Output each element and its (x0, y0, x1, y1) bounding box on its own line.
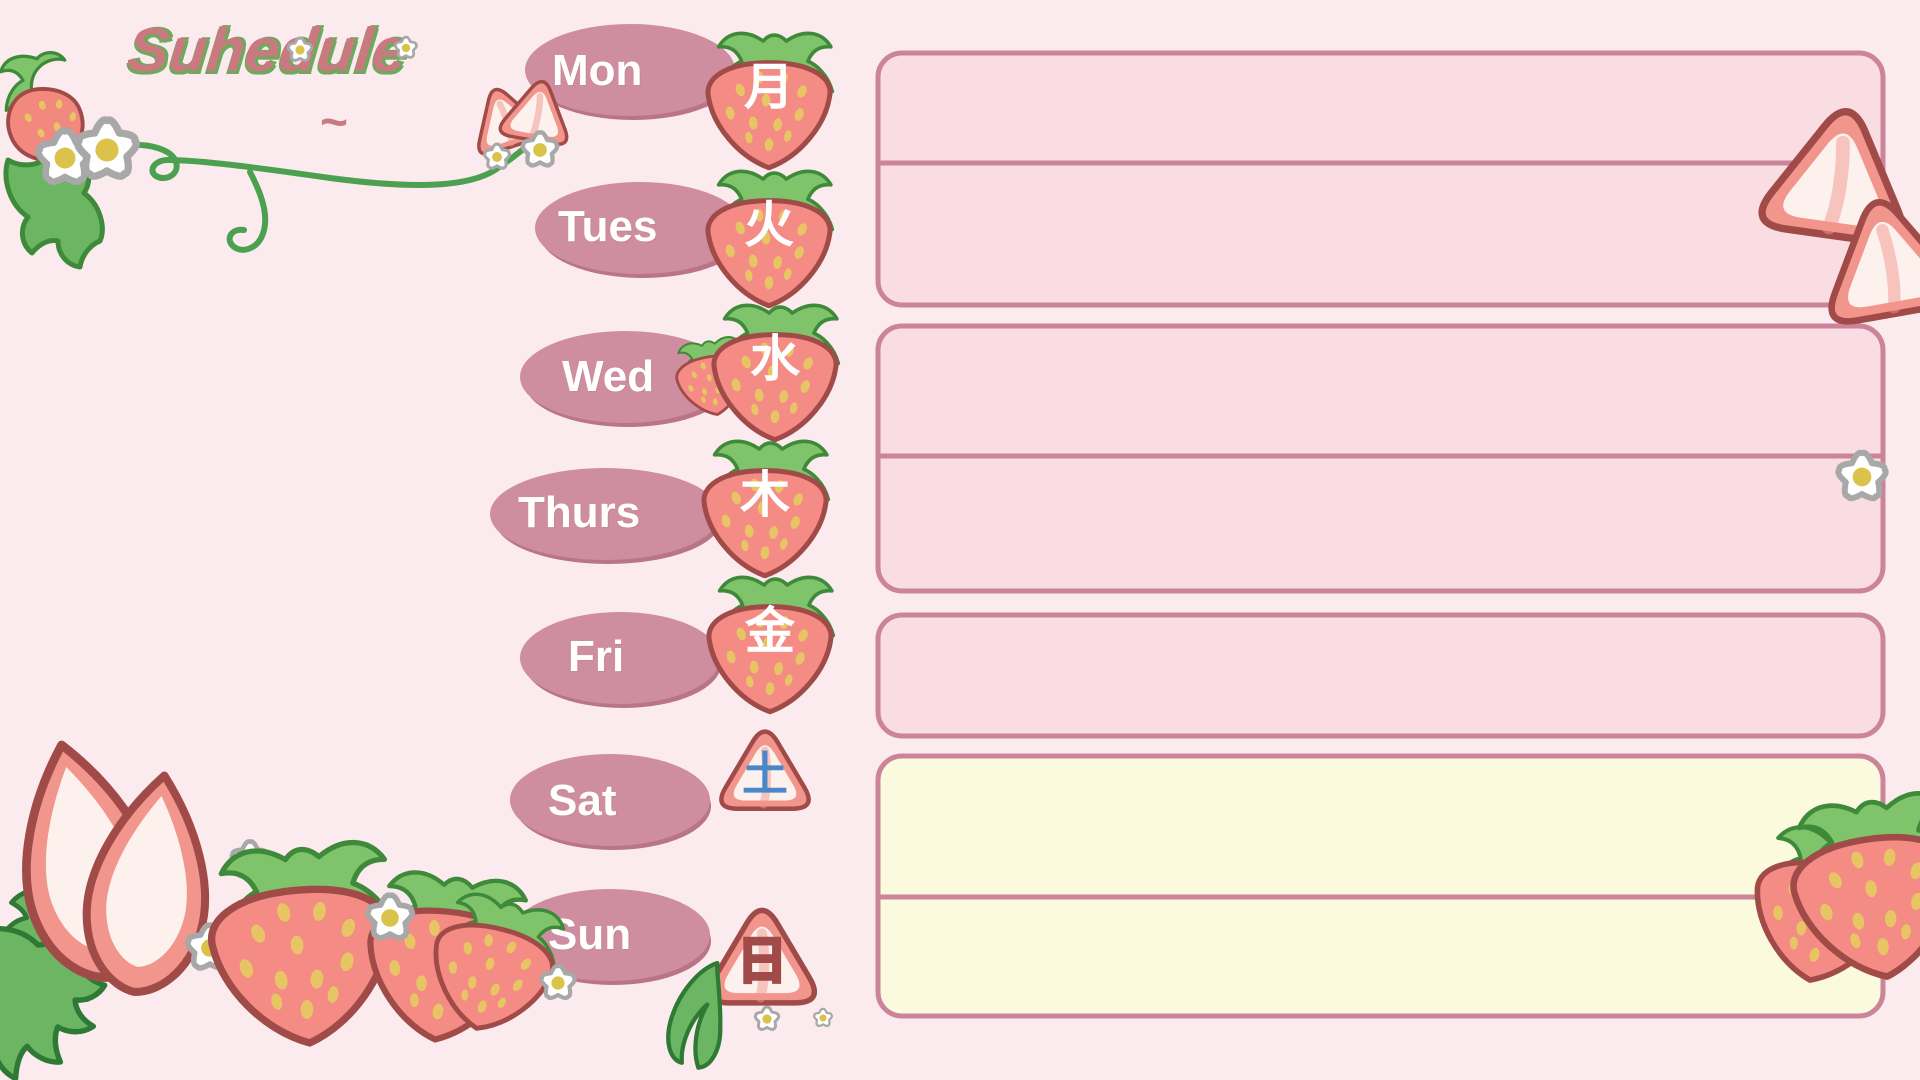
svg-text:木: 木 (740, 467, 790, 523)
svg-text:土: 土 (742, 748, 788, 800)
svg-text:日: 日 (737, 933, 787, 989)
svg-text:火: 火 (744, 197, 794, 253)
svg-text:月: 月 (744, 59, 794, 115)
svg-text:金: 金 (745, 603, 796, 659)
svg-text:水: 水 (750, 331, 801, 387)
